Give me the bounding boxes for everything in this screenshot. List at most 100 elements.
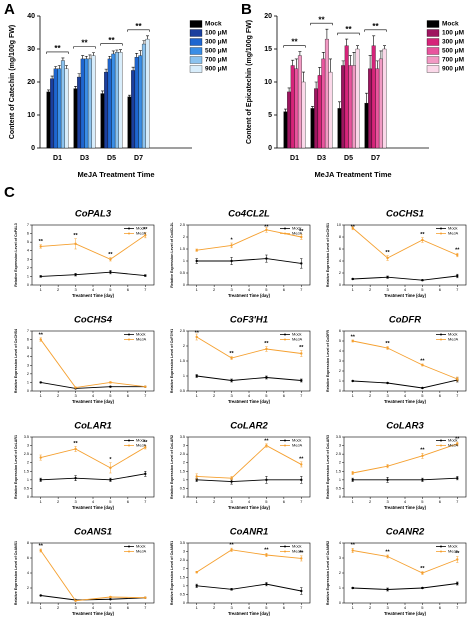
x-tick-label: 1 [352, 287, 355, 292]
bar [111, 53, 116, 149]
error-bar [372, 35, 376, 46]
bar [371, 45, 376, 149]
x-tick-label: 4 [248, 499, 251, 504]
panel-label: A [4, 1, 15, 18]
data-point [265, 582, 268, 586]
significance-label: ** [299, 345, 304, 351]
error-bar [104, 68, 108, 73]
significance-bracket [283, 45, 306, 48]
y-tick-label: 0 [27, 389, 29, 393]
error-bar [142, 40, 146, 45]
bar [351, 65, 356, 149]
significance-label: ** [299, 550, 304, 556]
y-tick-label: 0 [183, 601, 185, 605]
significance-label: ** [318, 15, 325, 24]
y-axis-label: Relative Expression Level of CoANS1 [14, 541, 18, 605]
series-line [196, 258, 302, 264]
legend-marker [128, 444, 130, 447]
error-bar [341, 60, 345, 66]
bar [118, 52, 123, 149]
data-point [109, 598, 112, 601]
y-tick-label: 0.5 [24, 486, 29, 490]
data-point [195, 374, 198, 378]
y-tick-label: 2 [339, 369, 341, 373]
y-tick-label: 20 [27, 79, 35, 86]
bar [87, 58, 92, 149]
data-point [300, 478, 303, 482]
chart-title: CoCHS1 [386, 209, 424, 220]
y-tick-label: 0 [268, 145, 272, 152]
bar [91, 55, 96, 149]
x-tick-label: 2 [213, 287, 216, 292]
legend-label: Mock [448, 544, 458, 549]
panel-label: B [241, 1, 252, 18]
bar [297, 55, 302, 149]
bar [348, 65, 353, 149]
significance-label: ** [385, 250, 390, 256]
error-bar [368, 55, 372, 69]
data-point [109, 385, 112, 388]
legend-label: Mock [292, 438, 302, 443]
data-point [74, 599, 77, 602]
y-tick-label: 2 [183, 567, 185, 571]
x-tick-label: 7 [456, 605, 459, 610]
significance-label: ** [264, 341, 269, 347]
legend-label: 900 μM [442, 66, 464, 73]
bar [134, 57, 139, 149]
data-point [230, 476, 233, 480]
x-tick-label: 4 [92, 393, 95, 398]
data-point [300, 379, 303, 382]
data-point [351, 226, 354, 230]
data-point [109, 478, 112, 482]
x-axis-label: Treatment Time (day) [228, 293, 271, 298]
x-tick-label: 4 [404, 287, 407, 292]
data-point [300, 235, 303, 239]
x-tick-label: 2 [369, 393, 372, 398]
y-tick-label: 4 [27, 355, 29, 359]
series-line [352, 477, 458, 481]
y-tick-label: 2.5 [336, 452, 341, 456]
y-tick-label: 30 [27, 46, 35, 53]
x-tick-label: 3 [74, 393, 77, 398]
data-point [230, 548, 233, 552]
legend-label: 700 μM [205, 57, 227, 64]
bar [53, 68, 58, 149]
y-tick-label: 3 [27, 444, 29, 448]
bar [64, 68, 69, 149]
x-tick-label: 4 [404, 499, 407, 504]
data-point [421, 454, 424, 458]
legend-marker [128, 232, 130, 235]
y-tick-label: 3 [339, 444, 341, 448]
x-tick-label: 4 [248, 605, 251, 610]
significance-label: ** [345, 25, 352, 34]
data-point [230, 244, 233, 247]
y-tick-label: 40 [27, 13, 35, 20]
x-tick-label: 5 [109, 393, 112, 398]
x-tick-label: 5 [421, 287, 424, 292]
error-bar [138, 50, 142, 56]
error-bar [47, 89, 50, 92]
data-point [74, 273, 77, 276]
significance-label: ** [229, 351, 234, 357]
legend-label: Mock [205, 21, 222, 28]
bar [382, 48, 387, 149]
x-tick-label: 3 [386, 605, 389, 610]
error-bar [348, 55, 352, 66]
legend-marker [284, 439, 286, 442]
significance-label: ** [39, 543, 44, 549]
y-tick-label: 0 [183, 495, 185, 499]
chart-title: CoDFR [389, 315, 421, 326]
bar [290, 65, 295, 149]
y-tick-label: 2.5 [180, 329, 185, 333]
data-point [351, 339, 354, 343]
y-tick-label: 5 [27, 346, 29, 350]
error-bar [131, 66, 135, 71]
x-tick-label: D3 [317, 155, 326, 162]
data-point [144, 446, 147, 449]
legend-label: 500 μM [205, 48, 227, 55]
data-point [456, 442, 459, 446]
error-bar [84, 55, 88, 59]
x-tick-label: 7 [300, 287, 303, 292]
y-tick-label: 20 [264, 13, 272, 20]
significance-label: ** [73, 441, 78, 447]
